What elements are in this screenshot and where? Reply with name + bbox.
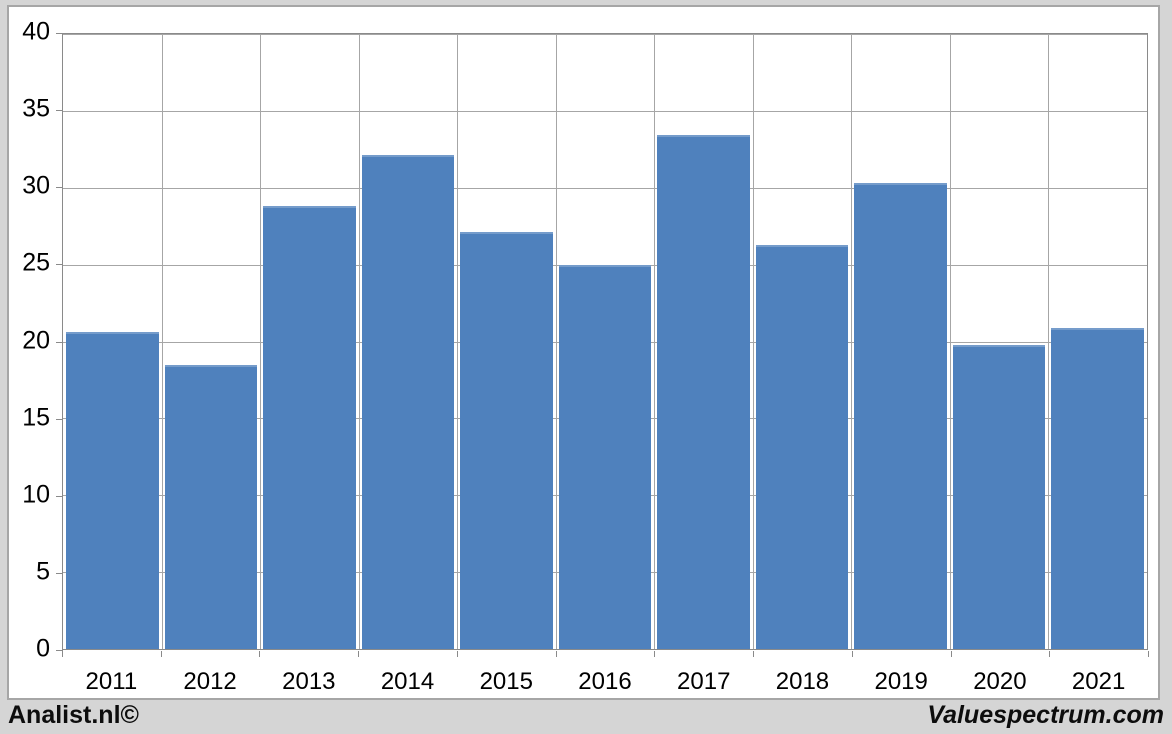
y-tick-35 <box>56 110 63 112</box>
x-tick-8 <box>851 651 853 657</box>
gridline-x-9 <box>949 34 951 649</box>
y-axis-label-25: 25 <box>22 248 50 277</box>
plot-area <box>62 33 1148 650</box>
x-tick-2 <box>259 651 261 657</box>
gridline-x-4 <box>457 34 459 649</box>
y-axis-label-5: 5 <box>36 557 50 586</box>
y-tick-20 <box>56 341 63 343</box>
x-tick-5 <box>555 651 557 657</box>
gridline-y-30 <box>63 187 1147 189</box>
y-axis-label-10: 10 <box>22 480 50 509</box>
gridline-x-1 <box>161 34 163 649</box>
x-axis-label-2019: 2019 <box>874 668 928 695</box>
gridline-y-40 <box>63 34 1147 35</box>
y-tick-40 <box>56 33 63 34</box>
gridline-x-10 <box>1048 34 1050 649</box>
x-axis-label-2011: 2011 <box>85 668 138 695</box>
x-tick-4 <box>456 651 458 657</box>
bar-2017 <box>657 135 750 649</box>
x-tick-7 <box>753 651 755 657</box>
x-axis-label-2012: 2012 <box>183 668 237 695</box>
x-axis-label-2020: 2020 <box>973 668 1027 695</box>
x-tick-3 <box>358 651 360 657</box>
x-tick-6 <box>654 651 656 657</box>
bar-2019 <box>854 183 947 649</box>
y-tick-10 <box>56 495 63 497</box>
x-axis-label-2017: 2017 <box>677 668 731 695</box>
bar-2013 <box>263 206 356 649</box>
gridline-x-8 <box>851 34 853 649</box>
x-axis-label-2015: 2015 <box>479 668 533 695</box>
branding-right: Valuespectrum.com <box>927 700 1164 729</box>
bar-2020 <box>952 344 1046 649</box>
y-axis-label-20: 20 <box>22 326 50 354</box>
gridline-y-35 <box>63 110 1147 112</box>
x-axis-label-2018: 2018 <box>775 668 830 695</box>
branding-strip: Analist.nl© Valuespectrum.com <box>0 700 1172 734</box>
x-tick-1 <box>160 651 162 657</box>
y-tick-5 <box>56 572 63 574</box>
x-axis-label-2021: 2021 <box>1071 668 1126 695</box>
bar-2011 <box>66 332 159 649</box>
y-tick-25 <box>56 264 63 266</box>
gridline-x-7 <box>752 34 754 649</box>
x-tick-0 <box>62 651 63 657</box>
gridline-x-3 <box>358 34 360 649</box>
bar-2014 <box>361 155 455 649</box>
bar-2015 <box>460 232 553 649</box>
gridline-x-6 <box>654 34 656 649</box>
y-tick-30 <box>56 187 63 189</box>
y-tick-15 <box>56 418 63 420</box>
gridline-x-2 <box>260 34 262 649</box>
branding-left: Analist.nl© <box>8 700 139 729</box>
y-axis-label-15: 15 <box>22 403 50 432</box>
y-axis-label-30: 30 <box>22 171 50 200</box>
x-axis-label-2013: 2013 <box>282 668 336 695</box>
y-axis-label-40: 40 <box>22 17 50 46</box>
bar-2021 <box>1051 327 1144 649</box>
x-tick-10 <box>1049 651 1051 657</box>
x-axis-label-2014: 2014 <box>380 668 435 695</box>
gridline-x-5 <box>555 34 557 649</box>
x-tick-9 <box>950 651 952 657</box>
x-axis-label-2016: 2016 <box>578 668 632 695</box>
y-axis-label-0: 0 <box>36 634 50 663</box>
bar-2012 <box>164 364 258 649</box>
bar-2018 <box>755 244 849 649</box>
y-tick-0 <box>56 650 63 651</box>
x-tick-11 <box>1148 651 1149 657</box>
bar-2016 <box>558 264 652 649</box>
y-axis-label-35: 35 <box>22 94 50 123</box>
chart-frame: 0 5 10 15 20 25 30 35 40 2011 2012 2013 2014 2015 2016… <box>7 5 1160 700</box>
